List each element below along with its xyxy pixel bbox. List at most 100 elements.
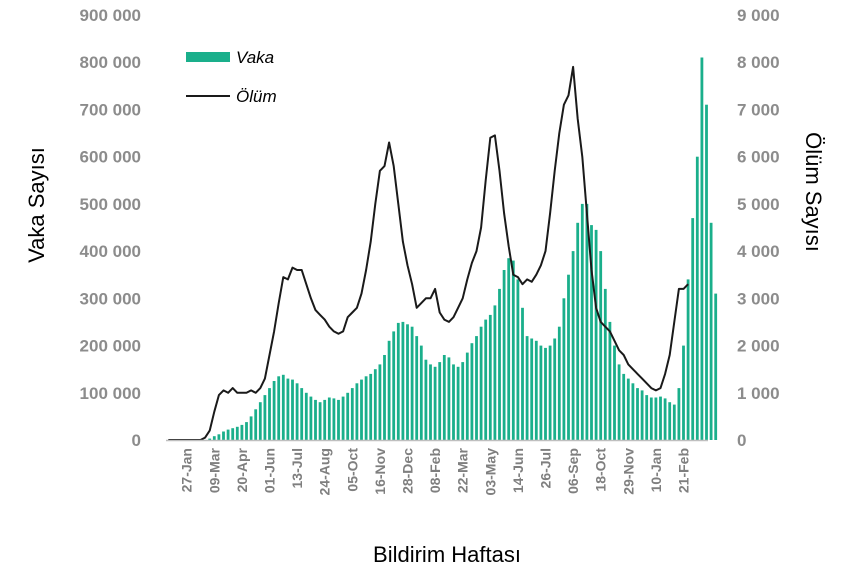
vaka-bar [622, 373, 626, 440]
vaka-bar [355, 383, 359, 440]
x-tick-label: 28-Dec [400, 448, 416, 494]
vaka-bar [245, 422, 248, 440]
vaka-bar [594, 229, 598, 440]
vaka-bar [553, 338, 557, 440]
vaka-bar [668, 402, 672, 440]
x-tick-label: 18-Oct [593, 448, 609, 492]
x-tick-label: 08-Feb [427, 448, 443, 493]
x-tick-label: 26-Jul [538, 448, 554, 488]
right-tick-label: 4 000 [737, 242, 780, 261]
vaka-bar [226, 429, 230, 440]
x-tick-label: 01-Jun [262, 448, 278, 493]
vaka-bar [516, 279, 520, 440]
vaka-bars [208, 57, 718, 441]
vaka-bar [672, 404, 676, 440]
vaka-bar [254, 409, 258, 440]
x-axis-title: Bildirim Haftası [373, 542, 521, 567]
left-tick-label: 600 000 [80, 148, 141, 167]
vaka-bar [387, 340, 391, 440]
vaka-bar [557, 326, 561, 440]
vaka-bar [498, 288, 501, 440]
x-tick-label: 29-Nov [620, 448, 636, 495]
vaka-bar [323, 399, 327, 440]
vaka-bar [314, 399, 317, 440]
vaka-bar [484, 319, 488, 440]
vaka-bar [332, 398, 336, 440]
vaka-bar [452, 364, 455, 440]
vaka-bar [714, 293, 718, 440]
left-tick-label: 700 000 [80, 100, 141, 119]
left-tick-label: 100 000 [80, 384, 141, 403]
left-tick-label: 800 000 [80, 53, 141, 72]
vaka-bar [364, 376, 368, 441]
right-tick-label: 0 [737, 431, 746, 450]
vaka-bar [677, 388, 681, 440]
vaka-bar [695, 156, 699, 440]
vaka-bar [493, 305, 497, 440]
x-tick-label: 06-Sep [565, 448, 581, 494]
vaka-bar [235, 426, 239, 440]
vaka-bar [337, 399, 340, 440]
vaka-bar [640, 390, 644, 440]
vaka-bar [268, 388, 271, 440]
vaka-bar [470, 343, 474, 440]
vaka-bar [429, 364, 432, 440]
vaka-bar [488, 314, 492, 440]
vaka-bar [705, 104, 708, 440]
vaka-bar [617, 364, 621, 440]
vaka-bar [309, 396, 313, 440]
left-tick-label: 500 000 [80, 195, 141, 214]
right-tick-label: 8 000 [737, 53, 780, 72]
legend-label-olum: Ölüm [236, 87, 277, 106]
vaka-bar [392, 331, 396, 440]
right-tick-label: 6 000 [737, 148, 780, 167]
left-axis-ticks: 0 100 000 200 000 300 000 400 000 500 000 600 … [80, 6, 141, 450]
olum-line [168, 65, 689, 441]
vaka-bar [410, 326, 414, 440]
x-tick-label: 27-Jan [179, 448, 195, 492]
vaka-bar [567, 274, 570, 440]
left-tick-label: 900 000 [80, 6, 141, 25]
vaka-bar [300, 388, 304, 440]
vaka-bar [433, 366, 437, 440]
vaka-bar [217, 434, 221, 440]
vaka-bar [530, 338, 534, 440]
vaka-bar [281, 374, 285, 440]
legend: Vaka Ölüm [186, 48, 277, 106]
vaka-bar [686, 279, 690, 440]
vaka-bar [415, 336, 419, 440]
right-tick-label: 9 000 [737, 6, 780, 25]
vaka-bar [373, 369, 377, 440]
left-tick-label: 200 000 [80, 337, 141, 356]
vaka-bar [521, 307, 524, 440]
vaka-bar [378, 364, 382, 440]
vaka-bar [461, 362, 465, 440]
vaka-bar [544, 347, 547, 440]
vaka-bar [350, 388, 354, 440]
x-tick-label: 24-Aug [317, 448, 333, 495]
vaka-bar [419, 345, 423, 440]
right-tick-label: 7 000 [737, 100, 780, 119]
vaka-bar [654, 397, 658, 440]
vaka-bar [603, 288, 607, 440]
vaka-bar [636, 388, 639, 440]
vaka-bar [277, 376, 281, 441]
vaka-bar [456, 366, 460, 440]
olum-line-group [168, 65, 689, 441]
vaka-bar [263, 395, 267, 440]
vaka-bar [249, 416, 253, 440]
vaka-bar [534, 340, 538, 440]
vaka-bar [562, 298, 566, 440]
legend-swatch-vaka [186, 52, 230, 62]
vaka-bar [304, 392, 308, 440]
vaka-bar [700, 57, 704, 440]
vaka-bar [585, 203, 589, 440]
vaka-bar [613, 345, 616, 440]
x-tick-label: 20-Apr [234, 447, 250, 492]
x-axis-ticks: 27-Jan 09-Mar 20-Apr 01-Jun 13-Jul 24-Aug 05-O… [179, 447, 692, 495]
vaka-bar [291, 379, 294, 440]
vaka-bar [649, 397, 653, 440]
vaka-bar [369, 373, 373, 440]
vaka-bar [691, 218, 695, 440]
vaka-bar [383, 355, 386, 440]
